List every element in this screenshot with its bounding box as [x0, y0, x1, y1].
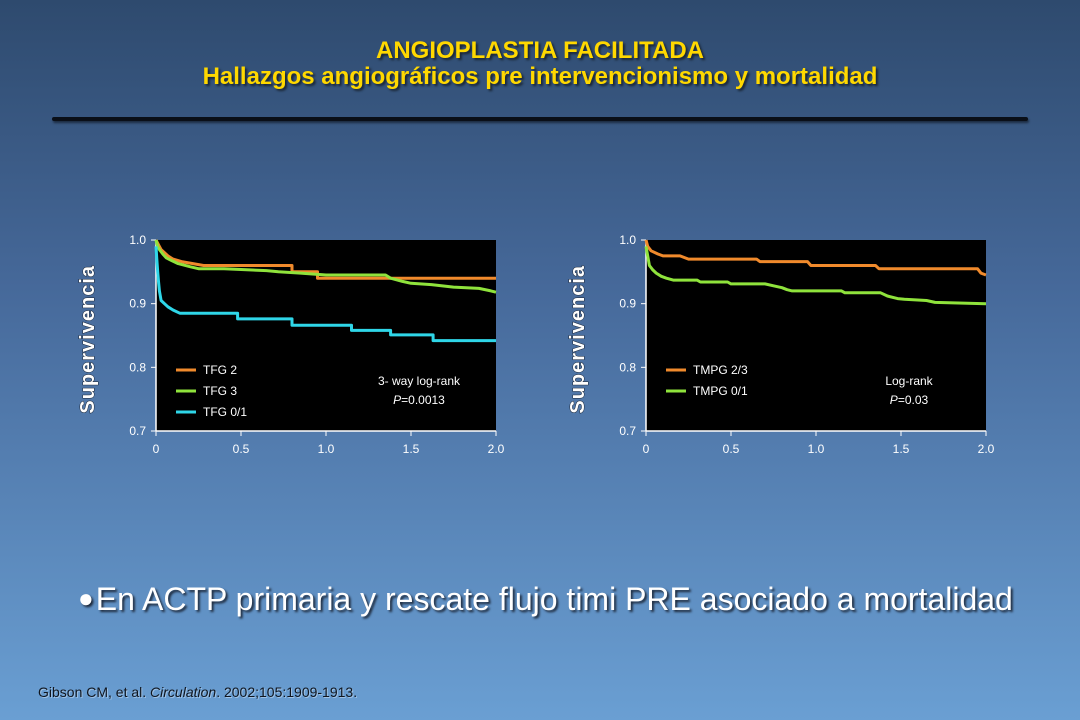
- bullet-statement: ●En ACTP primaria y rescate flujo timi P…: [78, 578, 1058, 619]
- x-tick-label: 0: [643, 442, 650, 456]
- citation-authors: Gibson CM, et al.: [38, 684, 151, 700]
- x-tick-label: 0.5: [233, 442, 250, 456]
- y-tick-label: 0.8: [619, 360, 636, 374]
- x-tick-label: 0.5: [723, 442, 740, 456]
- series-line-1: [644, 239, 987, 277]
- p-value-label: P=0.03: [890, 393, 929, 407]
- bullet-dot-icon: ●: [78, 583, 94, 613]
- page-subtitle: Hallazgos angiográficos pre intervencion…: [202, 63, 878, 90]
- legend-label: TMPG 2/3: [693, 363, 748, 377]
- x-tick-label: 1.0: [808, 442, 825, 456]
- survival-chart-tmpg: 0.7 0.8 0.9 1.0 0 0.5 1.0 1.5 2.0 Supervivencia TM…: [567, 233, 995, 456]
- y-tick-label: 1.0: [619, 233, 636, 247]
- page-title: ANGIOPLASTIA FACILITADA: [376, 37, 704, 64]
- plot-area: [646, 240, 986, 431]
- p-value: =0.0013: [401, 393, 445, 407]
- legend-label: TFG 0/1: [203, 405, 247, 419]
- y-tick-label: 1.0: [129, 233, 146, 247]
- series-line-2: [154, 239, 497, 294]
- series-line-1: [154, 239, 496, 280]
- bullet-text: En ACTP primaria y rescate flujo timi PR…: [95, 581, 1013, 617]
- survival-chart-tfg: 0.7 0.8 0.9 1.0 0 0.5 1.0 1.5 2.0 Supervivencia TF…: [77, 233, 505, 456]
- x-tick-label: 1.5: [403, 442, 420, 456]
- citation-journal: Circulation: [150, 684, 217, 700]
- y-tick-label: 0.8: [129, 360, 146, 374]
- citation: Gibson CM, et al. Circulation. 2002;105:…: [38, 684, 357, 700]
- title-block: ANGIOPLASTIA FACILITADA Hallazgos angiog…: [0, 38, 1080, 90]
- x-tick-label: 0: [153, 442, 160, 456]
- y-tick-label: 0.9: [129, 297, 146, 311]
- series-line-3: [154, 246, 496, 343]
- p-symbol: P: [890, 393, 898, 407]
- series-line-2: [644, 246, 987, 306]
- title-divider: [52, 117, 1028, 121]
- p-value: =0.03: [898, 393, 929, 407]
- y-axis-label: Supervivencia: [77, 265, 99, 414]
- x-tick-label: 2.0: [488, 442, 505, 456]
- legend-label: TFG 2: [203, 363, 237, 377]
- x-tick-label: 2.0: [978, 442, 995, 456]
- y-tick-label: 0.9: [619, 297, 636, 311]
- logrank-label: Log-rank: [885, 374, 933, 388]
- p-symbol: P: [393, 393, 401, 407]
- citation-details: . 2002;105:1909-1913.: [216, 684, 358, 700]
- y-tick-label: 0.7: [619, 424, 636, 438]
- x-tick-label: 1.5: [893, 442, 910, 456]
- legend-label: TFG 3: [203, 384, 237, 398]
- legend-label: TMPG 0/1: [693, 384, 748, 398]
- y-tick-label: 0.7: [129, 424, 146, 438]
- x-tick-label: 1.0: [318, 442, 335, 456]
- plot-area: [156, 240, 496, 431]
- logrank-label: 3- way log-rank: [378, 374, 461, 388]
- p-value-label: P=0.0013: [393, 393, 445, 407]
- y-axis-label: Supervivencia: [567, 265, 589, 414]
